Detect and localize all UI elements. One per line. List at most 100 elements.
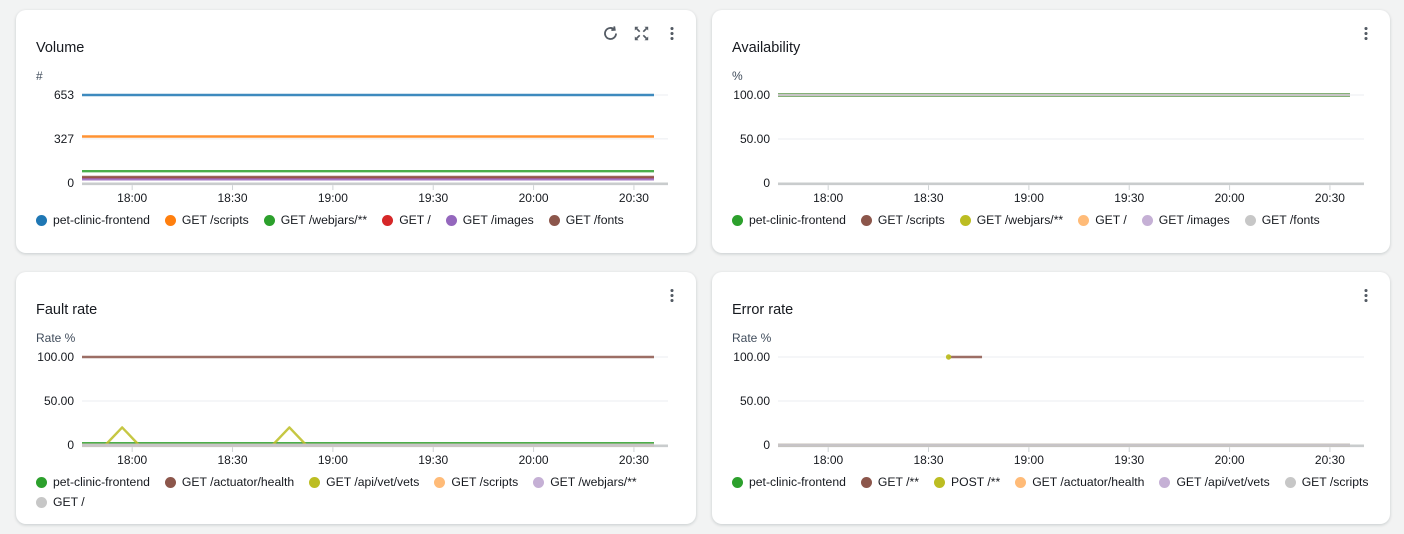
chart-plot-area[interactable]: 653 327 0 18:00 18:30 19:00 19:30 20:00 20:30 xyxy=(36,85,674,209)
x-tick-label: 20:30 xyxy=(1315,453,1345,467)
legend-item[interactable]: pet-clinic-frontend xyxy=(732,474,846,491)
legend-color-dot xyxy=(434,477,446,488)
y-axis-unit-label: Rate % xyxy=(732,331,772,345)
panel-title: Volume xyxy=(36,40,85,56)
legend-item[interactable]: GET / xyxy=(1078,212,1127,229)
legend-item[interactable]: GET /fonts xyxy=(548,212,624,229)
legend-color-dot xyxy=(1078,215,1090,226)
panel-menu-button[interactable] xyxy=(662,23,682,44)
legend-item[interactable]: GET /webjars/** xyxy=(533,474,637,491)
y-tick-label: 0 xyxy=(67,438,74,452)
y-tick-label: 653 xyxy=(54,88,74,102)
legend-color-dot xyxy=(732,215,743,226)
chart-legend: pet-clinic-frontend GET /** POST /** GET /a… xyxy=(732,474,1370,491)
panel-menu-button[interactable] xyxy=(662,285,682,306)
x-tick-label: 18:00 xyxy=(117,453,147,467)
legend-item[interactable]: POST /** xyxy=(933,474,1000,491)
panel-availability: Availability % 100.00 50.00 0 18:00 18:30 19:… xyxy=(712,10,1390,253)
panel-title: Error rate xyxy=(732,302,794,318)
legend-item[interactable]: GET /actuator/health xyxy=(164,474,295,491)
legend-color-dot xyxy=(1141,215,1153,226)
legend-item[interactable]: pet-clinic-frontend xyxy=(732,212,846,229)
legend-item[interactable]: GET /api/vet/vets xyxy=(309,474,419,491)
legend-item[interactable]: pet-clinic-frontend xyxy=(36,212,150,229)
y-tick-label: 50.00 xyxy=(740,132,770,146)
legend-label: GET /scripts xyxy=(1301,475,1369,489)
legend-item[interactable]: GET /fonts xyxy=(1244,212,1320,229)
panel-fault-rate: Fault rate Rate % 100.00 50.00 0 18:00 18:30… xyxy=(16,272,696,524)
legend-label: pet-clinic-frontend xyxy=(53,475,150,489)
x-tick-label: 19:00 xyxy=(318,453,348,467)
legend-label: pet-clinic-frontend xyxy=(749,213,846,227)
chart-plot-area[interactable]: 100.00 50.00 0 18:00 18:30 19:00 19:30 20:00 20:… xyxy=(36,347,674,471)
panel-title: Fault rate xyxy=(36,302,98,318)
y-tick-label: 0 xyxy=(763,438,770,452)
chart-legend: pet-clinic-frontend GET /actuator/health G… xyxy=(36,474,676,511)
legend-color-dot xyxy=(164,215,176,226)
legend-item[interactable]: GET /images xyxy=(1141,212,1230,229)
legend-color-dot xyxy=(860,215,872,226)
legend-color-dot xyxy=(548,215,560,226)
legend-label: pet-clinic-frontend xyxy=(749,475,846,489)
y-tick-label: 100.00 xyxy=(733,350,770,364)
x-tick-label: 20:30 xyxy=(1315,191,1345,205)
legend-color-dot xyxy=(959,215,971,226)
x-tick-label: 19:30 xyxy=(418,453,448,467)
legend-item[interactable]: GET /images xyxy=(445,212,534,229)
legend-color-dot xyxy=(382,215,394,226)
x-tick-label: 20:00 xyxy=(1215,453,1245,467)
legend-item[interactable]: GET /scripts xyxy=(434,474,518,491)
legend-color-dot xyxy=(732,477,743,488)
legend-label: GET /actuator/health xyxy=(1032,475,1145,489)
panel-menu-button[interactable] xyxy=(1356,285,1376,306)
legend-color-dot xyxy=(309,477,321,488)
legend-label: GET /scripts xyxy=(877,213,945,227)
panel-title: Availability xyxy=(732,40,801,56)
legend-label: GET /api/vet/vets xyxy=(326,475,420,489)
legend-item[interactable]: GET /scripts xyxy=(860,212,945,229)
y-tick-label: 100.00 xyxy=(37,350,74,364)
kebab-menu-icon xyxy=(1364,26,1368,41)
x-tick-label: 20:30 xyxy=(619,191,649,205)
legend-label: GET /fonts xyxy=(565,213,624,227)
legend-item[interactable]: GET /webjars/** xyxy=(263,212,368,229)
legend-item[interactable]: GET /webjars/** xyxy=(959,212,1064,229)
legend-color-dot xyxy=(1159,477,1171,488)
kebab-menu-icon xyxy=(1364,288,1368,303)
legend-label: GET /api/vet/vets xyxy=(1176,475,1270,489)
panel-menu-button[interactable] xyxy=(1356,23,1376,44)
legend-color-dot xyxy=(533,477,545,488)
legend-item[interactable]: GET /actuator/health xyxy=(1015,474,1144,491)
refresh-button[interactable] xyxy=(600,23,621,44)
legend-label: GET /images xyxy=(462,213,534,227)
chart-legend: pet-clinic-frontend GET /scripts GET /webj… xyxy=(36,212,676,229)
legend-color-dot xyxy=(1284,477,1296,488)
y-tick-label: 50.00 xyxy=(44,394,74,408)
x-tick-label: 18:30 xyxy=(914,453,944,467)
x-tick-label: 18:30 xyxy=(914,191,944,205)
legend-label: GET /webjars/** xyxy=(976,213,1064,227)
legend-item[interactable]: GET /scripts xyxy=(164,212,249,229)
legend-color-dot xyxy=(1015,477,1027,488)
chart-plot-area[interactable]: 100.00 50.00 0 18:00 18:30 19:00 19:30 20:00 20:… xyxy=(732,347,1370,471)
panel-actions xyxy=(600,23,682,44)
legend-item[interactable]: GET /scripts xyxy=(1284,474,1369,491)
chart-plot-area[interactable]: 100.00 50.00 0 18:00 18:30 19:00 19:30 20:00 20:… xyxy=(732,85,1370,209)
legend-item[interactable]: GET / xyxy=(382,212,431,229)
expand-button[interactable] xyxy=(631,23,652,44)
legend-item[interactable]: GET /** xyxy=(860,474,919,491)
legend-label: GET /actuator/health xyxy=(181,475,295,489)
series-point[interactable] xyxy=(945,354,952,360)
legend-label: GET /webjars/** xyxy=(280,213,368,227)
legend-item[interactable]: pet-clinic-frontend xyxy=(36,474,150,491)
legend-label: GET / xyxy=(399,213,431,227)
x-tick-label: 18:30 xyxy=(218,453,248,467)
legend-label: GET /scripts xyxy=(181,213,249,227)
legend-item[interactable]: GET /api/vet/vets xyxy=(1159,474,1270,491)
x-tick-label: 19:30 xyxy=(418,191,448,205)
legend-item[interactable]: GET / xyxy=(36,494,85,511)
y-tick-label: 327 xyxy=(54,132,74,146)
legend-color-dot xyxy=(445,215,457,226)
y-axis-unit-label: % xyxy=(732,69,743,83)
x-tick-label: 19:30 xyxy=(1114,191,1144,205)
